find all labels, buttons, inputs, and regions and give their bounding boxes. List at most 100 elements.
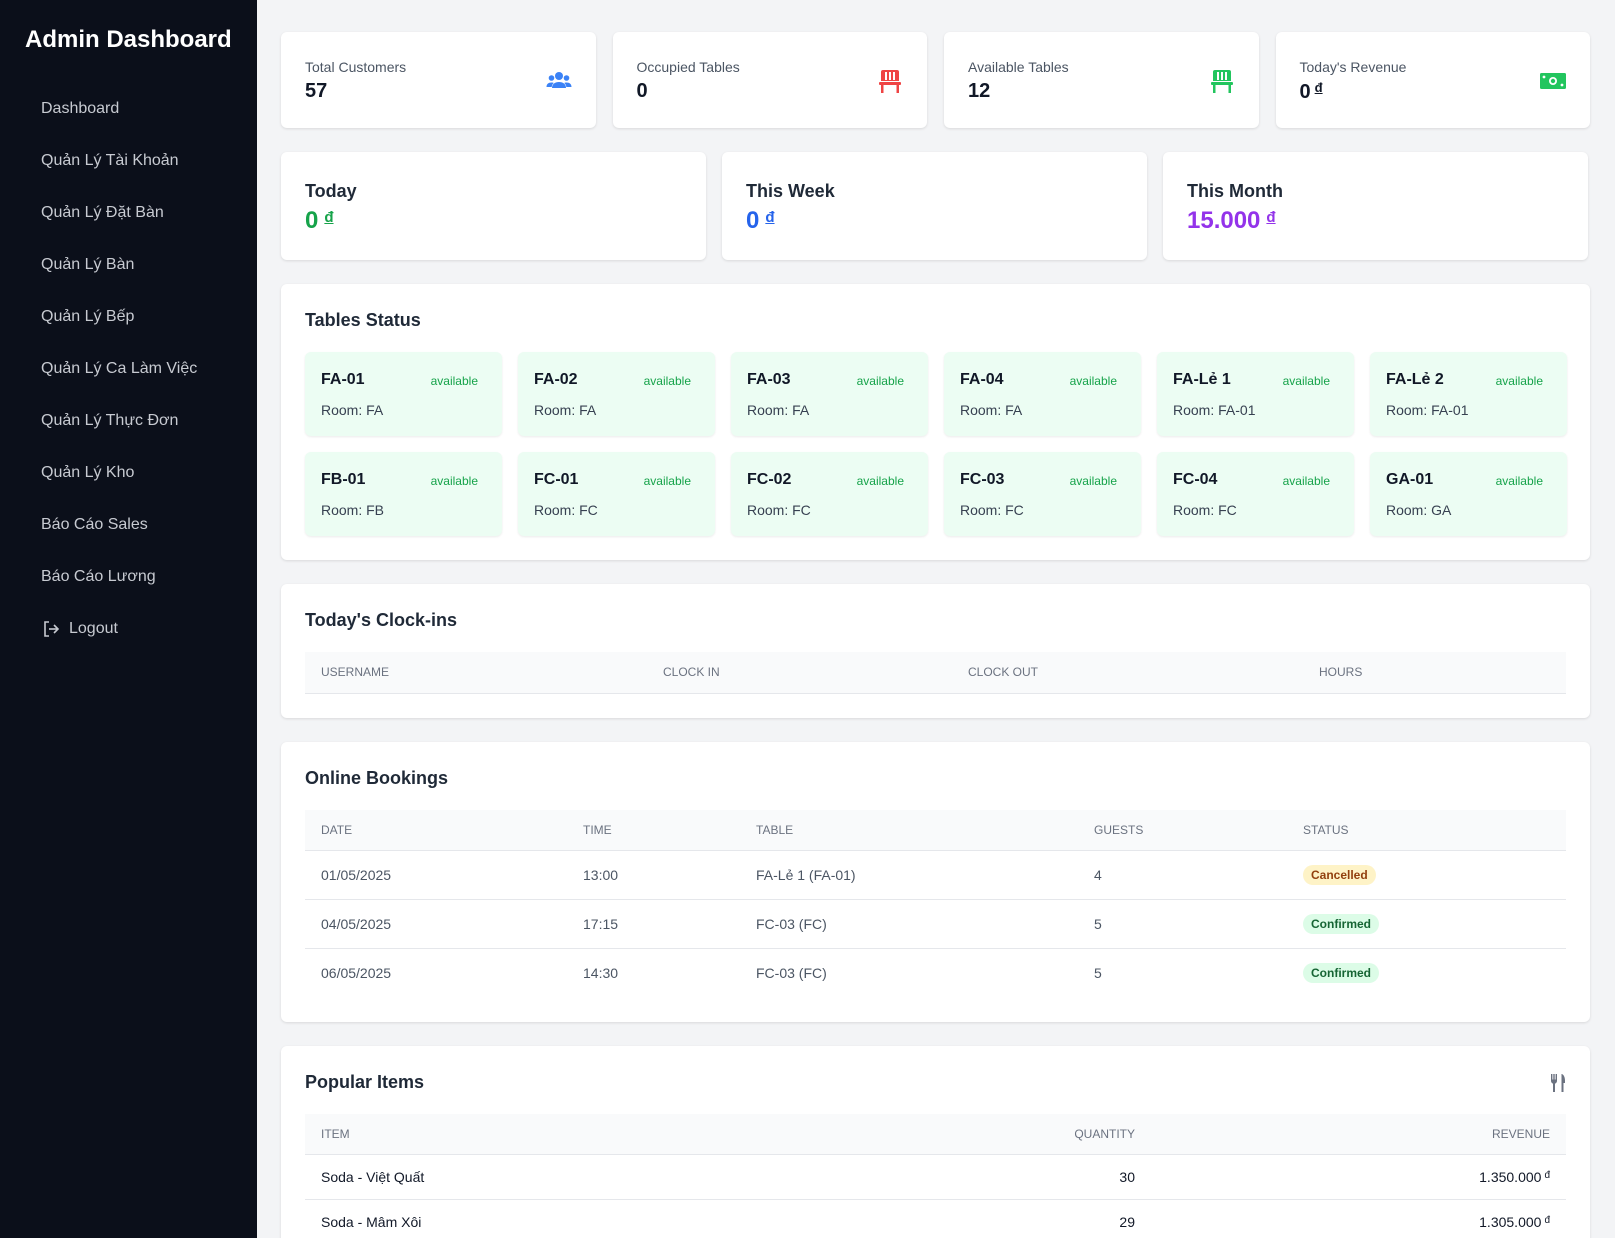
table-room: Room: FC bbox=[960, 502, 1024, 518]
stat-value: 0 bbox=[636, 80, 648, 102]
sidebar-item-dashboard[interactable]: Dashboard bbox=[41, 100, 120, 117]
table-card[interactable]: FB-01 available Room: FB bbox=[305, 452, 502, 536]
status-badge: Cancelled bbox=[1303, 865, 1376, 885]
column-header: USERNAME bbox=[305, 652, 647, 694]
table-card[interactable]: FA-01 available Room: FA bbox=[305, 352, 502, 436]
table-card[interactable]: FA-04 available Room: FA bbox=[944, 352, 1141, 436]
table-status: available bbox=[1282, 474, 1330, 488]
utensils-icon bbox=[1551, 1073, 1565, 1092]
revenue-amount: 1.305.000 bbox=[1479, 1214, 1542, 1231]
table-card[interactable]: FC-02 available Room: FC bbox=[731, 452, 928, 536]
booking-date: 01/05/2025 bbox=[305, 850, 567, 900]
booking-status-cell: Confirmed bbox=[1287, 899, 1566, 949]
clockins-table: USERNAME CLOCK IN CLOCK OUT HOURS bbox=[305, 652, 1566, 694]
sidebar-item-menu[interactable]: Quản Lý Thực Đơn bbox=[41, 412, 179, 429]
table-row: 06/05/2025 14:30 FC-03 (FC) 5 Confirmed bbox=[305, 949, 1566, 998]
table-room: Room: FA-01 bbox=[1173, 402, 1256, 418]
stat-occupied-tables: Occupied Tables 0 bbox=[612, 32, 927, 128]
table-name: FA-01 bbox=[321, 371, 365, 388]
table-status: available bbox=[856, 374, 904, 388]
sidebar-item-inventory[interactable]: Quản Lý Kho bbox=[41, 464, 135, 481]
logout-icon bbox=[44, 621, 60, 637]
table-row: Soda - Mâm Xôi 29 1.305.000 đ bbox=[305, 1200, 1566, 1238]
stat-total-customers: Total Customers 57 bbox=[281, 32, 596, 128]
section-title: Tables Status bbox=[305, 310, 421, 330]
main-content: Total Customers 57 Occupied Tables 0 Ava… bbox=[281, 32, 1590, 1238]
tables-grid: FA-01 available Room: FA FA-02 available Room… bbox=[305, 352, 1567, 536]
booking-table: FC-03 (FC) bbox=[740, 899, 1078, 949]
section-title: Online Bookings bbox=[305, 767, 449, 788]
currency-symbol: đ bbox=[1544, 1215, 1550, 1227]
table-status: available bbox=[1069, 374, 1117, 388]
section-title: Today's Clock-ins bbox=[305, 610, 457, 630]
table-header-row: ITEM QUANTITY REVENUE bbox=[305, 1113, 1566, 1155]
sidebar-item-payroll-report[interactable]: Báo Cáo Lương bbox=[41, 568, 156, 585]
column-header: ITEM bbox=[305, 1113, 825, 1155]
status-badge: Confirmed bbox=[1303, 914, 1379, 934]
table-name: GA-01 bbox=[1386, 471, 1434, 488]
table-status: available bbox=[430, 374, 478, 388]
table-room: Room: FA bbox=[534, 402, 597, 418]
table-status: available bbox=[643, 474, 691, 488]
table-row: 04/05/2025 17:15 FC-03 (FC) 5 Confirmed bbox=[305, 899, 1566, 949]
table-card[interactable]: GA-01 available Room: GA bbox=[1370, 452, 1567, 536]
stat-value: 57 bbox=[305, 80, 328, 102]
booking-status-cell: Confirmed bbox=[1287, 949, 1566, 998]
table-card[interactable]: FA-Lẻ 1 available Room: FA-01 bbox=[1157, 352, 1354, 436]
period-value: 15.000 đ bbox=[1187, 207, 1276, 235]
logout-button[interactable]: Logout bbox=[0, 603, 257, 655]
table-card[interactable]: FA-02 available Room: FA bbox=[518, 352, 715, 436]
clockins-section: Today's Clock-ins USERNAME CLOCK IN CLOC… bbox=[281, 584, 1590, 718]
period-amount: 0 bbox=[305, 207, 319, 234]
table-room: Room: GA bbox=[1386, 502, 1452, 518]
column-header: TIME bbox=[567, 809, 740, 851]
chair-icon bbox=[879, 70, 901, 93]
sidebar-item-tables[interactable]: Quản Lý Bàn bbox=[41, 256, 135, 273]
currency-symbol: đ bbox=[1266, 209, 1276, 226]
sidebar-item-accounts[interactable]: Quản Lý Tài Khoản bbox=[41, 152, 179, 169]
table-card[interactable]: FC-04 available Room: FC bbox=[1157, 452, 1354, 536]
column-header: QUANTITY bbox=[825, 1113, 1151, 1155]
table-name: FC-02 bbox=[747, 471, 792, 488]
booking-status-cell: Cancelled bbox=[1287, 850, 1566, 900]
stat-label: Available Tables bbox=[968, 59, 1069, 75]
table-room: Room: FC bbox=[1173, 502, 1237, 518]
bookings-table: DATE TIME TABLE GUESTS STATUS 01/05/2025… bbox=[305, 809, 1566, 998]
booking-time: 13:00 bbox=[567, 850, 740, 900]
column-header: HOURS bbox=[1303, 652, 1566, 694]
booking-date: 06/05/2025 bbox=[321, 965, 392, 982]
app-title: Admin Dashboard bbox=[25, 26, 232, 53]
table-name: FC-01 bbox=[534, 471, 579, 488]
item-name: Soda - Việt Quất bbox=[305, 1154, 825, 1200]
currency-symbol: đ bbox=[1544, 1170, 1550, 1181]
sidebar-item-shifts[interactable]: Quản Lý Ca Làm Việc bbox=[41, 360, 198, 377]
table-name: FA-03 bbox=[747, 371, 791, 388]
stat-label: Total Customers bbox=[305, 59, 407, 75]
sidebar-item-sales-report[interactable]: Báo Cáo Sales bbox=[41, 516, 148, 533]
table-room: Room: FA bbox=[747, 402, 810, 418]
sidebar: Admin Dashboard Dashboard Quản Lý Tài Kh… bbox=[0, 0, 257, 1238]
item-quantity: 29 bbox=[1119, 1214, 1135, 1231]
sidebar-item-reservations[interactable]: Quản Lý Đặt Bàn bbox=[41, 204, 164, 221]
online-bookings-section: Online Bookings DATE TIME TABLE GUESTS S… bbox=[281, 741, 1590, 1022]
table-card[interactable]: FA-03 available Room: FA bbox=[731, 352, 928, 436]
logout-label: Logout bbox=[69, 620, 118, 637]
table-card[interactable]: FA-Lẻ 2 available Room: FA-01 bbox=[1370, 352, 1567, 436]
stat-amount: 0 bbox=[1299, 81, 1311, 103]
table-row: Soda - Việt Quất 30 1.350.000 đ bbox=[305, 1154, 1566, 1200]
table-room: Room: FA bbox=[321, 402, 384, 418]
chair-icon bbox=[1210, 70, 1233, 93]
table-status: available bbox=[1495, 474, 1543, 488]
table-row: 01/05/2025 13:00 FA-Lẻ 1 (FA-01) 4 Cance… bbox=[305, 850, 1566, 900]
table-card[interactable]: FC-01 available Room: FC bbox=[518, 452, 715, 536]
table-header-row: DATE TIME TABLE GUESTS STATUS bbox=[305, 809, 1566, 851]
table-name: FC-03 bbox=[960, 471, 1005, 488]
table-room: Room: FA bbox=[960, 402, 1023, 418]
table-card[interactable]: FC-03 available Room: FC bbox=[944, 452, 1141, 536]
sidebar-item-kitchen[interactable]: Quản Lý Bếp bbox=[41, 308, 135, 325]
column-header: DATE bbox=[305, 809, 567, 851]
